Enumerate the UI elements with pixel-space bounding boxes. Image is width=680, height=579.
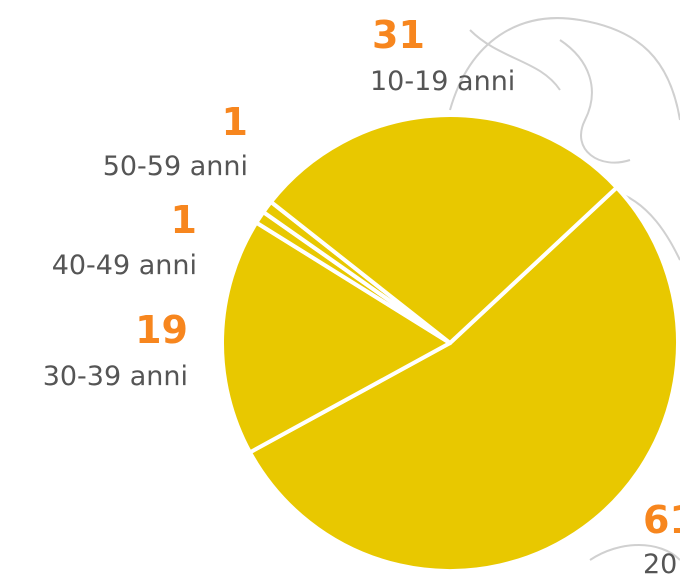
- value-label: 61: [643, 498, 680, 542]
- category-label: 20: [643, 549, 677, 579]
- value-label: 1: [171, 198, 197, 242]
- category-label: 40-49 anni: [52, 250, 197, 281]
- value-label: 1: [222, 100, 248, 144]
- category-label: 50-59 anni: [103, 151, 248, 182]
- pie-slice: [268, 113, 619, 345]
- value-label: 31: [372, 13, 425, 57]
- pie-slice: [220, 220, 452, 455]
- category-label: 30-39 anni: [43, 361, 188, 392]
- pie-slice: [247, 185, 680, 573]
- value-label: 19: [135, 308, 188, 352]
- category-label: 10-19 anni: [370, 66, 515, 97]
